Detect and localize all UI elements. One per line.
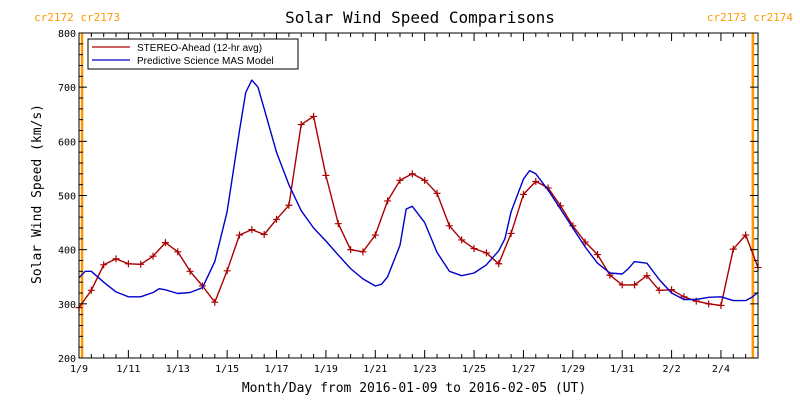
- x-tick-label: 1/23: [413, 364, 437, 375]
- x-tick-label: 1/13: [166, 364, 190, 375]
- series-model: [78, 79, 759, 302]
- legend: STEREO-Ahead (12-hr avg) Predictive Scie…: [87, 38, 299, 70]
- data-point-marker: [594, 251, 602, 259]
- x-tick-label: 1/19: [314, 364, 338, 375]
- data-point-marker: [618, 281, 626, 289]
- data-point-marker: [297, 121, 305, 129]
- y-tick-label: 500: [58, 192, 76, 203]
- data-point-marker: [705, 300, 713, 308]
- data-point-marker: [729, 245, 737, 253]
- legend-label-model: Predictive Science MAS Model: [137, 56, 274, 67]
- data-point-marker: [347, 246, 355, 254]
- legend-box: [87, 38, 299, 70]
- data-point-marker: [655, 286, 663, 294]
- y-tick-label: 300: [58, 300, 76, 311]
- x-tick-label: 1/11: [116, 364, 140, 375]
- series-stereo: [75, 112, 762, 312]
- data-point-marker: [421, 176, 429, 184]
- x-tick-label: 2/4: [712, 364, 730, 375]
- data-point-marker: [507, 229, 515, 237]
- carrington-label-right: cr2173 cr2174: [707, 11, 793, 24]
- data-point-marker: [433, 189, 441, 197]
- x-tick-label: 1/25: [462, 364, 486, 375]
- chart-title: Solar Wind Speed Comparisons: [285, 8, 555, 27]
- data-point-marker: [643, 272, 651, 280]
- data-point-marker: [495, 260, 503, 268]
- data-point-marker: [211, 298, 219, 306]
- y-axis-label: Solar Wind Speed (km/s): [30, 104, 45, 284]
- data-point-marker: [322, 171, 330, 179]
- data-point-marker: [235, 231, 243, 239]
- x-tick-label: 1/27: [511, 364, 535, 375]
- data-point-marker: [137, 260, 145, 268]
- y-tick-label: 600: [58, 137, 76, 148]
- series-line: [78, 115, 759, 309]
- data-point-marker: [717, 301, 725, 309]
- data-point-marker: [310, 112, 318, 120]
- data-point-marker: [482, 249, 490, 257]
- data-point-marker: [186, 267, 194, 275]
- data-point-marker: [470, 245, 478, 253]
- data-point-marker: [87, 286, 95, 294]
- data-point-marker: [285, 201, 293, 209]
- data-point-marker: [124, 260, 132, 268]
- data-point-marker: [631, 281, 639, 289]
- x-tick-label: 1/21: [363, 364, 387, 375]
- data-point-marker: [581, 238, 589, 246]
- plot-frame: [78, 32, 759, 359]
- data-point-marker: [692, 297, 700, 305]
- x-tick-label: 1/31: [610, 364, 634, 375]
- data-point-marker: [248, 226, 256, 234]
- data-point-marker: [334, 220, 342, 228]
- carrington-boundaries: [80, 33, 755, 358]
- data-point-marker: [458, 236, 466, 244]
- y-tick-label: 200: [58, 354, 76, 365]
- x-tick-label: 1/17: [264, 364, 288, 375]
- axes: 200 300 400 500 600 700 800 1/9 1/11 1/13 1/15 1/17…: [58, 29, 759, 375]
- data-point-marker: [384, 197, 392, 205]
- legend-label-stereo: STEREO-Ahead (12-hr avg): [137, 43, 262, 54]
- data-point-marker: [174, 248, 182, 256]
- y-tick-label: 800: [58, 29, 76, 40]
- data-point-marker: [519, 190, 527, 198]
- data-point-marker: [260, 231, 268, 238]
- y-tick-label: 700: [58, 83, 76, 94]
- data-point-marker: [532, 177, 540, 185]
- carrington-label-left: cr2172 cr2173: [34, 11, 120, 24]
- data-point-marker: [371, 231, 379, 239]
- data-point-marker: [445, 222, 453, 230]
- x-tick-label: 1/15: [215, 364, 239, 375]
- x-axis-label: Month/Day from 2016-01-09 to 2016-02-05 …: [242, 381, 586, 396]
- series-layer: [75, 79, 762, 312]
- data-point-marker: [273, 215, 281, 223]
- data-point-marker: [742, 231, 750, 239]
- data-point-marker: [100, 261, 108, 269]
- data-point-marker: [161, 239, 169, 247]
- y-tick-label: 400: [58, 246, 76, 257]
- data-point-marker: [359, 248, 367, 256]
- series-line: [78, 79, 759, 302]
- x-tick-label: 1/29: [561, 364, 585, 375]
- x-tick-label: 1/9: [70, 364, 88, 375]
- data-point-marker: [149, 252, 157, 260]
- data-point-marker: [396, 176, 404, 184]
- data-point-marker: [223, 267, 231, 275]
- data-point-marker: [408, 170, 416, 178]
- x-tick-label: 2/2: [663, 364, 681, 375]
- data-point-marker: [112, 255, 120, 263]
